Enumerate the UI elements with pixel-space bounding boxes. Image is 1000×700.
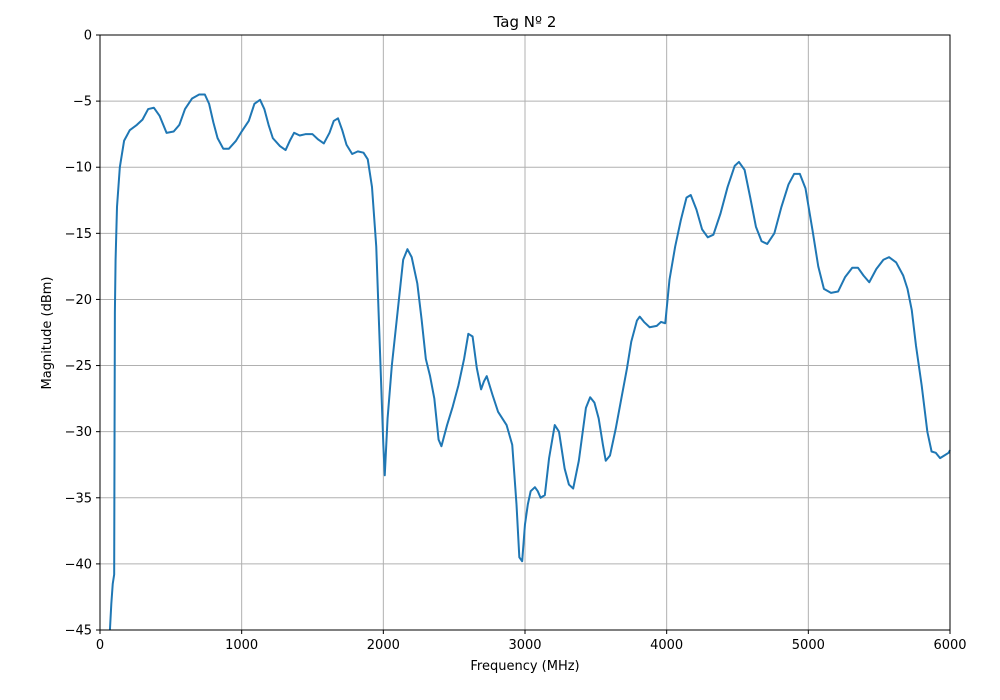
x-tick-label: 0 [96,638,104,653]
x-tick-label: 4000 [650,638,683,653]
x-tick-label: 5000 [792,638,825,653]
y-tick-label: −10 [65,161,92,176]
y-tick-label: −40 [65,557,92,572]
y-tick-label: −20 [65,293,92,308]
y-tick-label: 0 [84,29,92,44]
y-tick-label: −5 [73,95,92,110]
x-tick-label: 3000 [508,638,541,653]
series-line [108,93,951,631]
y-tick-label: −15 [65,227,92,242]
y-tick-label: −35 [65,491,92,506]
grid-lines [99,34,951,631]
y-tick-label: −45 [65,624,92,639]
y-tick-label: −25 [65,359,92,374]
x-tick-label: 2000 [367,638,400,653]
y-axis-label: Magnitude (dBm) [40,277,55,390]
x-axis: 0 1000 2000 3000 4000 5000 6000 [96,630,967,653]
chart-title: Tag Nº 2 [493,13,557,31]
x-tick-label: 6000 [933,638,966,653]
y-tick-label: −30 [65,425,92,440]
x-tick-label: 1000 [225,638,258,653]
x-axis-label: Frequency (MHz) [470,659,579,674]
y-axis: 0 −5 −10 −15 −20 −25 −30 −35 −40 −45 [65,29,100,639]
